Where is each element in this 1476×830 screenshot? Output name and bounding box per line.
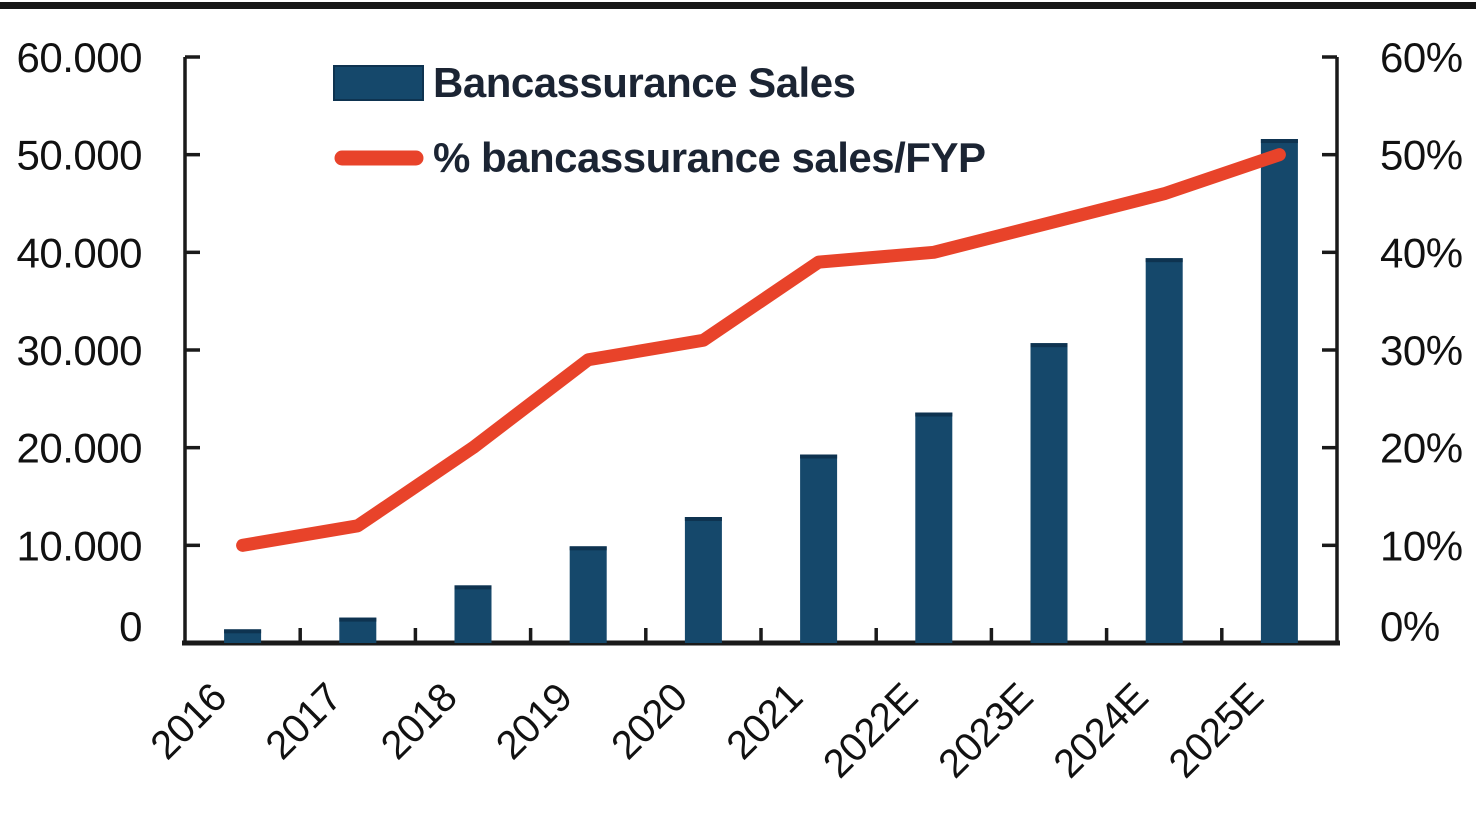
left-axis-label-60.000: 60.000: [17, 34, 142, 81]
right-axis-label-30%: 30%: [1380, 327, 1463, 374]
bar-2025E: [1260, 139, 1298, 644]
x-label-2025E: 2025E: [1161, 675, 1272, 786]
line-series-group: [236, 148, 1286, 552]
x-label-2016: 2016: [142, 675, 235, 768]
bar-2022E: [915, 412, 953, 643]
x-label-2024E: 2024E: [1045, 675, 1156, 786]
x-label-2022E: 2022E: [815, 675, 926, 786]
left-axis-label-20.000: 20.000: [17, 425, 142, 472]
bar-top-edge-2024E: [1145, 258, 1183, 263]
bar-top-edge-2019: [569, 546, 607, 551]
bar-top-edge-2021: [800, 454, 838, 459]
bar-2020: [684, 517, 722, 643]
legend: Bancassurance Sales % bancassurance sale…: [333, 59, 986, 181]
x-label-2019: 2019: [488, 675, 581, 768]
left-axis-label-40.000: 40.000: [17, 229, 142, 276]
bar-2023E: [1030, 343, 1068, 643]
x-label-2020: 2020: [603, 675, 696, 768]
pct-bancassurance-line: [236, 148, 1286, 552]
top-rule-line: [0, 2, 1476, 9]
right-axis-label-0%: 0%: [1380, 603, 1440, 650]
legend-line-label: % bancassurance sales/FYP: [433, 134, 985, 181]
bar-2019: [569, 546, 607, 643]
legend-bar-swatch: [333, 65, 424, 101]
right-axis-label-40%: 40%: [1380, 229, 1463, 276]
x-label-2023E: 2023E: [930, 675, 1041, 786]
bar-2017: [339, 617, 377, 643]
bar-2024E: [1145, 258, 1183, 643]
right-axis-label-60%: 60%: [1380, 34, 1463, 81]
bar-series-group: [224, 139, 1298, 644]
bar-top-edge-2025E: [1260, 139, 1298, 144]
right-axis-labels: 0% 10% 20% 30% 40% 50% 60%: [1380, 34, 1463, 650]
bar-top-edge-2022E: [915, 412, 953, 417]
x-label-2017: 2017: [258, 675, 351, 768]
bar-top-edge-2018: [454, 585, 492, 590]
left-axis-label-10.000: 10.000: [17, 522, 142, 569]
bar-2021: [800, 454, 838, 643]
right-axis-label-10%: 10%: [1380, 522, 1463, 569]
bar-top-edge-2017: [339, 617, 377, 622]
left-axis-label-50.000: 50.000: [17, 132, 142, 179]
left-axis-label-30.000: 30.000: [17, 327, 142, 374]
bar-top-edge-2023E: [1030, 343, 1068, 348]
bar-top-edge-2016: [224, 629, 262, 634]
bar-2018: [454, 585, 492, 643]
left-axis-label-0: 0: [119, 603, 142, 650]
bar-top-edge-2020: [684, 517, 722, 522]
right-axis-label-20%: 20%: [1380, 425, 1463, 472]
right-axis-label-50%: 50%: [1380, 132, 1463, 179]
x-label-2018: 2018: [373, 675, 466, 768]
x-axis-labels-group: 2016 2017 2018 2019 2020 2021 2022E 2023E 2024E 2…: [142, 675, 1271, 786]
x-label-2021: 2021: [718, 675, 811, 768]
left-axis-labels: 0 10.000 20.000 30.000 40.000 50.000 60.000: [17, 34, 143, 650]
legend-bar-label: Bancassurance Sales: [433, 59, 855, 106]
